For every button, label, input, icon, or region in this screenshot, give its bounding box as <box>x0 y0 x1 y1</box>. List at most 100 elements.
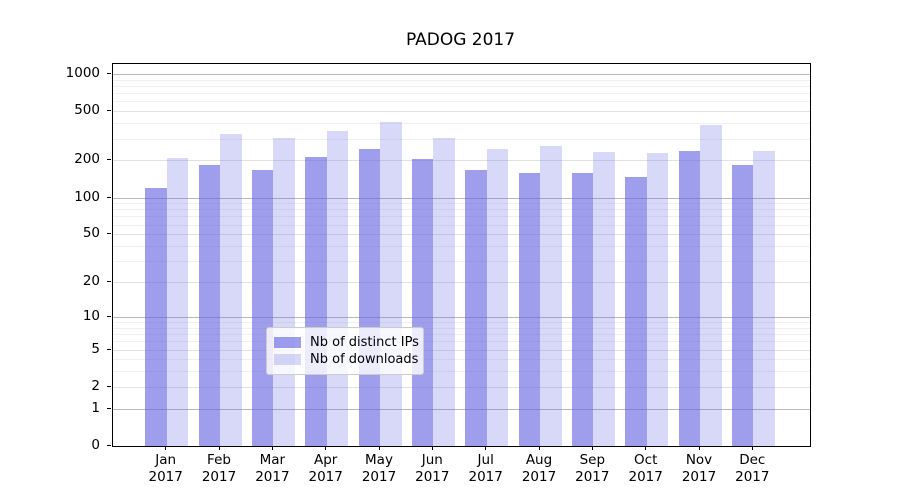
x-tick-year-oct: 2017 <box>628 469 663 485</box>
x-tick-apr <box>325 446 327 450</box>
x-tick-may <box>378 446 380 450</box>
x-tick-dec <box>751 446 753 450</box>
y-tick-label-0: 0 <box>91 437 100 453</box>
gridline-y-80 <box>113 209 810 211</box>
gridline-y-400 <box>113 123 810 125</box>
y-tick-label-1: 1 <box>91 399 100 416</box>
gridline-y-1000 <box>113 73 810 75</box>
gridline-y-5 <box>113 349 810 351</box>
bar-distinct-ips-feb <box>198 164 220 446</box>
x-tick-oct <box>645 446 647 450</box>
gridline-y-900 <box>113 79 810 81</box>
gridline-y-7 <box>113 334 810 335</box>
gridline-y-50 <box>113 234 810 236</box>
legend-entry-downloads: Nb of downloads <box>274 351 419 368</box>
x-tick-jan <box>165 446 167 450</box>
x-tick-year-may: 2017 <box>361 469 397 485</box>
x-axis: Jan 2017 Feb 2017 Mar 2017 Apr 2017 May 2017 Jun 20… <box>112 446 809 500</box>
y-tick-100 <box>107 196 111 198</box>
bar-downloads-apr <box>326 131 349 446</box>
plot-area <box>112 63 811 447</box>
bar-downloads-aug <box>540 145 562 446</box>
gridline-y-20 <box>113 282 810 283</box>
legend-swatch-distinct-ips <box>274 337 301 348</box>
x-tick-nov <box>698 446 700 450</box>
bar-downloads-oct <box>646 153 669 446</box>
bar-distinct-ips-aug <box>518 172 540 446</box>
x-tick-label-dec: Dec 2017 <box>722 452 782 486</box>
bar-downloads-mar <box>273 138 295 446</box>
legend-label-distinct-ips: Nb of distinct IPs <box>310 335 419 350</box>
gridline-y-2 <box>113 386 810 388</box>
x-tick-year-sep: 2017 <box>575 469 610 485</box>
gridline-y-6 <box>113 341 810 343</box>
gridline-y-10 <box>113 316 810 318</box>
gridline-y-60 <box>113 224 810 226</box>
gridline-y-4 <box>113 359 810 361</box>
y-tick-1000 <box>107 72 111 74</box>
x-tick-label-jan: Jan 2017 <box>136 452 196 486</box>
x-tick-year-jan: 2017 <box>148 469 183 485</box>
bar-distinct-ips-apr <box>305 156 327 446</box>
x-tick-label-nov: Nov 2017 <box>669 452 729 486</box>
x-tick-year-dec: 2017 <box>735 469 770 485</box>
y-axis: 1000 500 200 100 50 20 10 5 2 1 0 <box>0 63 112 453</box>
bar-distinct-ips-may <box>358 148 380 446</box>
gridline-y-700 <box>113 93 810 95</box>
bar-distinct-ips-jul <box>465 170 487 446</box>
gridline-y-1 <box>113 408 810 410</box>
y-tick-label-500: 500 <box>74 102 100 119</box>
gridline-y-200 <box>113 160 810 162</box>
gridline-y-9 <box>113 322 810 323</box>
y-tick-2 <box>107 385 111 387</box>
y-tick-200 <box>107 159 111 161</box>
legend-entry-distinct-ips: Nb of distinct IPs <box>274 334 419 351</box>
y-tick-10 <box>107 315 111 317</box>
x-tick-label-jul: Jul 2017 <box>456 452 516 486</box>
y-tick-label-20: 20 <box>82 273 100 289</box>
bar-downloads-jul <box>486 149 509 446</box>
y-tick-1 <box>107 407 111 409</box>
gridline-y-3 <box>113 371 810 373</box>
x-tick-label-sep: Sep 2017 <box>562 452 622 486</box>
gridline-y-30 <box>113 261 810 263</box>
gridline-y-100 <box>113 197 810 199</box>
bar-downloads-nov <box>700 124 722 446</box>
x-tick-label-jun: Jun 2017 <box>402 452 462 486</box>
y-tick-label-2: 2 <box>91 377 100 394</box>
x-tick-jul <box>485 446 487 450</box>
x-tick-year-mar: 2017 <box>255 469 290 485</box>
x-tick-year-jul: 2017 <box>468 469 503 485</box>
x-tick-year-aug: 2017 <box>521 469 557 485</box>
x-tick-aug <box>538 446 540 450</box>
y-tick-500 <box>107 110 111 112</box>
x-tick-label-feb: Feb 2017 <box>189 452 249 486</box>
gridline-y-500 <box>113 111 810 113</box>
gridline-y-300 <box>113 138 810 140</box>
legend-label-downloads: Nb of downloads <box>310 352 419 367</box>
bar-downloads-dec <box>753 150 775 446</box>
y-tick-label-200: 200 <box>74 151 100 168</box>
legend-swatch-downloads <box>274 354 301 365</box>
chart-title: PADOG 2017 <box>405 30 516 50</box>
bar-distinct-ips-sep <box>571 172 594 446</box>
x-tick-feb <box>218 446 220 450</box>
x-tick-year-feb: 2017 <box>201 469 237 485</box>
y-tick-label-5: 5 <box>91 340 100 357</box>
bar-distinct-ips-jan <box>145 188 167 446</box>
gridline-y-800 <box>113 85 810 87</box>
y-tick-0 <box>107 445 111 446</box>
bar-downloads-sep <box>593 152 615 446</box>
gridline-y-600 <box>113 101 810 103</box>
y-tick-label-1000: 1000 <box>65 64 100 81</box>
y-tick-label-10: 10 <box>82 307 100 324</box>
legend: Nb of distinct IPs Nb of downloads <box>266 327 424 375</box>
x-tick-jun <box>431 446 433 450</box>
y-tick-label-50: 50 <box>82 225 100 242</box>
x-tick-year-jun: 2017 <box>415 469 450 485</box>
x-tick-label-mar: Mar 2017 <box>242 452 302 486</box>
x-tick-label-aug: Aug 2017 <box>509 452 569 486</box>
y-tick-label-100: 100 <box>74 188 100 205</box>
bar-distinct-ips-nov <box>678 150 700 446</box>
